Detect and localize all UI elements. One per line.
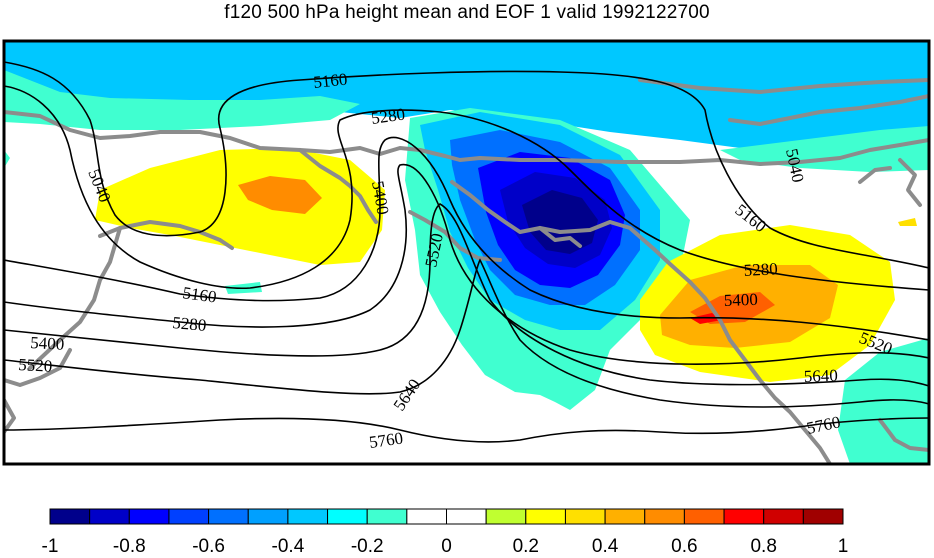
colorbar-swatch xyxy=(49,508,91,525)
colorbar-swatch xyxy=(485,508,527,525)
shade-e-fleck xyxy=(898,218,917,226)
colorbar-tick-label: 0.2 xyxy=(512,536,540,557)
colorbar-swatch xyxy=(128,508,170,525)
shade-west-ridge xyxy=(95,148,385,265)
contour-label: 5400 xyxy=(723,290,758,310)
colorbar-swatch xyxy=(802,508,844,525)
shade-trough-center xyxy=(522,190,598,254)
colorbar-tick-label: -0.4 xyxy=(271,536,305,557)
colorbar-tick-label: 0 xyxy=(441,536,452,557)
shade-se-aqua xyxy=(838,338,929,464)
colorbar-swatch xyxy=(247,508,289,525)
colorbar-swatch xyxy=(564,508,606,525)
colorbar-tick-label: 0.4 xyxy=(591,536,619,557)
contour-label: 5280 xyxy=(172,313,208,335)
contour-label: 5160 xyxy=(312,70,348,92)
colorbar-swatch xyxy=(287,508,329,525)
map-frame xyxy=(2,39,931,466)
contour-label: 5280 xyxy=(370,104,406,128)
map-title: f120 500 hPa height mean and EOF 1 valid… xyxy=(224,2,710,23)
contour-label: 5400 xyxy=(30,333,65,354)
colorbar-swatch xyxy=(604,508,646,525)
colorbar-swatch xyxy=(763,508,804,525)
contour-label: 5280 xyxy=(743,259,778,280)
contour-label: 5160 xyxy=(181,283,217,307)
colorbar-tick-label: 1 xyxy=(837,536,849,557)
colorbar-swatch xyxy=(406,508,448,525)
contour-label: 5640 xyxy=(803,366,838,386)
colorbar-tick-label: -0.8 xyxy=(112,536,146,557)
colorbar-swatch xyxy=(89,508,130,525)
coastlines xyxy=(4,78,929,464)
colorbar-swatch xyxy=(446,508,487,525)
colorbar-swatch xyxy=(683,508,725,525)
colorbar-swatch xyxy=(644,508,685,525)
colorbar-tick-label: -0.6 xyxy=(192,536,225,557)
colorbar-tick-label: -0.2 xyxy=(350,536,384,557)
colorbar-swatch xyxy=(366,508,408,525)
shade-west-ridge-orange xyxy=(238,176,322,214)
colorbar-swatch xyxy=(327,508,368,525)
colorbar-tick-label: 0.6 xyxy=(671,536,698,557)
contour-label: 5520 xyxy=(18,355,53,376)
height-contours xyxy=(4,61,929,443)
colorbar-swatch xyxy=(525,508,566,525)
colorbar xyxy=(49,508,844,525)
shade-north-band-aqua xyxy=(4,70,360,130)
shade-ne-aqua xyxy=(720,126,929,172)
contour-label: 5760 xyxy=(368,428,404,452)
eof-shading xyxy=(4,41,929,464)
colorbar-tick-label: -1 xyxy=(41,536,59,557)
colorbar-swatch xyxy=(723,508,765,525)
colorbar-swatch xyxy=(168,508,210,525)
shade-north-band xyxy=(4,41,929,150)
colorbar-tick-label: 0.8 xyxy=(750,536,777,557)
colorbar-swatch xyxy=(208,508,249,525)
